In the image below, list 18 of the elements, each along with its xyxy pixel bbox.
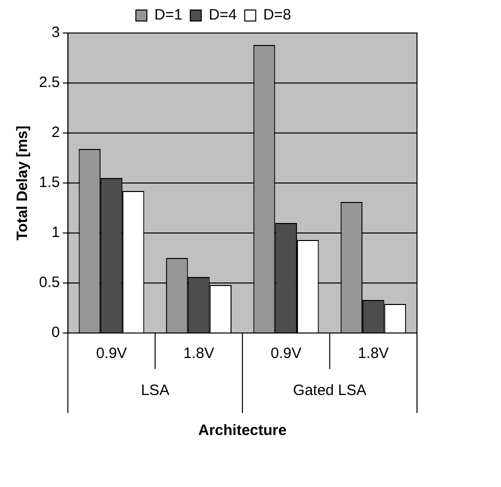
y-tick-label: 1.5	[38, 174, 60, 192]
legend-label: D=1	[154, 6, 182, 24]
y-tick-label: 0.5	[38, 274, 60, 292]
y-tick-label: 2	[52, 124, 60, 142]
x-tick-label: 0.9V	[96, 345, 127, 362]
x-tick-label: 0.9V	[270, 345, 302, 362]
y-tick-label: 0	[52, 324, 60, 342]
x-tick-label: 1.8V	[183, 345, 214, 362]
x-tick-label: 1.8V	[358, 345, 389, 362]
text: LSA	[140, 382, 170, 400]
legend-label: D=8	[263, 6, 292, 24]
y-axis-title: Total Delay [ms]	[14, 126, 32, 240]
y-tick-label: 1	[52, 224, 60, 242]
y-tick-label: 3	[52, 24, 60, 42]
y-tick-label: 2.5	[38, 74, 60, 92]
legend-label: D=4	[208, 6, 237, 24]
text: Gated LSA	[293, 382, 366, 400]
x-axis-title: Architecture	[198, 422, 287, 440]
